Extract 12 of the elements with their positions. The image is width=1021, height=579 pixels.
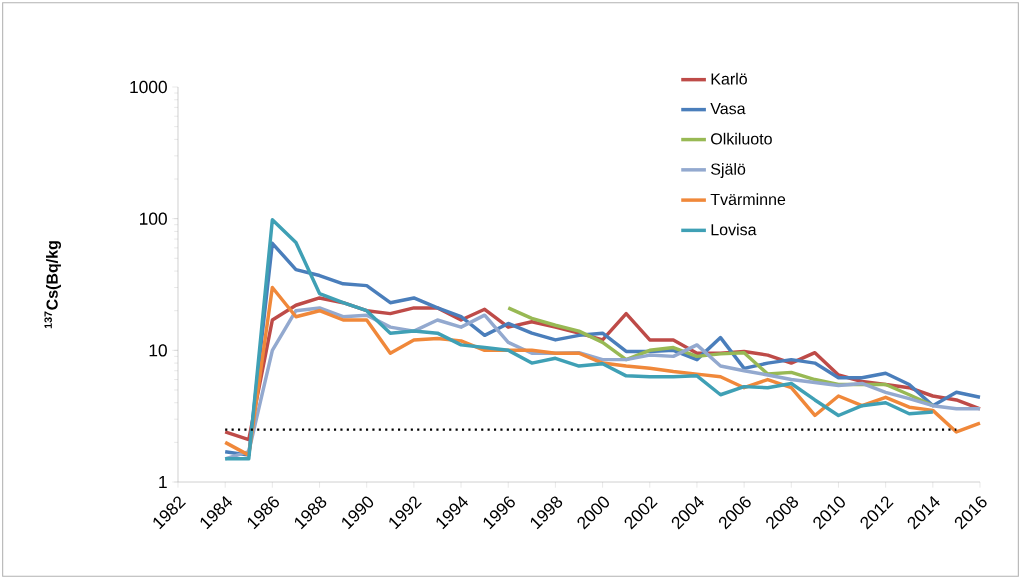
y-tick-label: 1000 [130, 80, 167, 94]
line-series [223, 218, 935, 461]
legend-label: Själö [711, 163, 746, 178]
y-axis-title: $^{137}$Cs(Bq/kg [44, 241, 62, 329]
y-tick-label: 1 [159, 476, 167, 488]
legend-label: Olkiluoto [711, 132, 772, 145]
legend-label: Vasa [710, 103, 746, 115]
y-tick-label: 100 [140, 212, 167, 225]
y-tick-label: 10 [149, 344, 167, 357]
legend-label: Karlö [711, 72, 747, 85]
legend-label: Lovisa [711, 223, 757, 236]
legend-label: Tvärminne [710, 193, 786, 206]
